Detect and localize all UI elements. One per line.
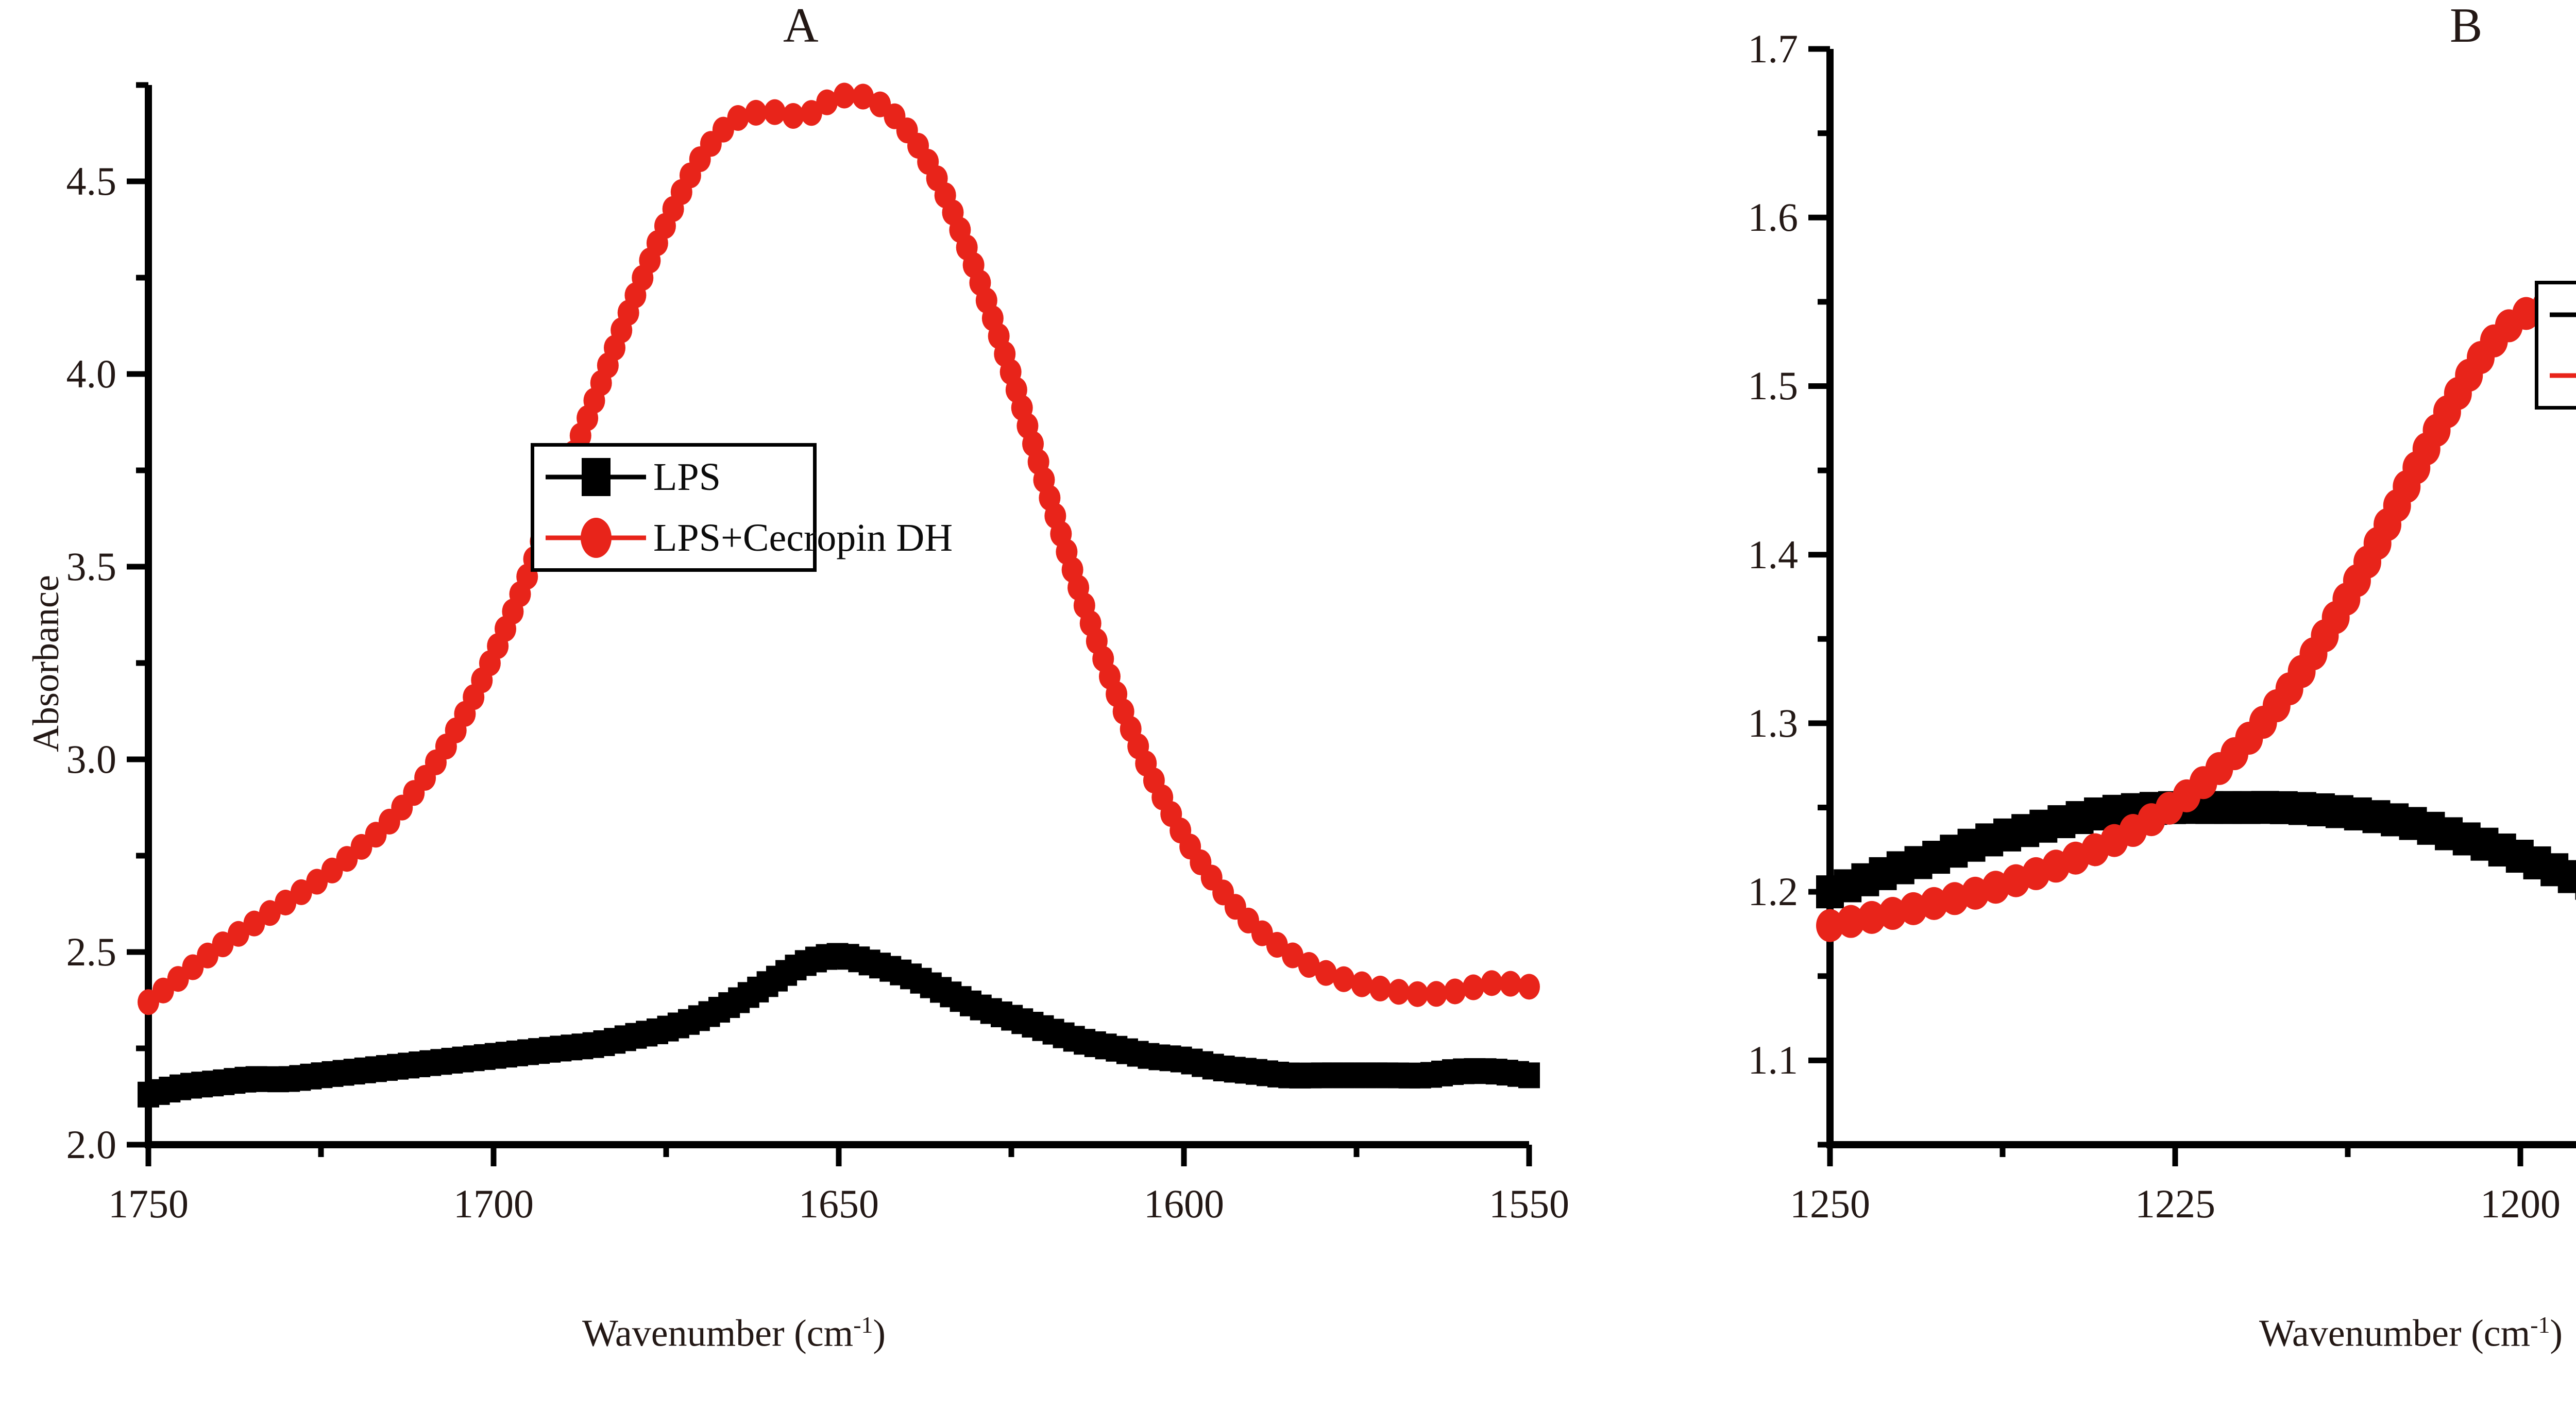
x-tick-label: 1550	[1489, 1181, 1569, 1226]
panel-a-plot	[127, 82, 1540, 1166]
x-axis-title-main: Wavenumber (cm	[582, 1312, 854, 1355]
x-tick-label: 1600	[1144, 1181, 1224, 1226]
x-axis-title-superscript: -1	[2530, 1312, 2550, 1338]
y-tick-label: 1.1	[1748, 1038, 1799, 1083]
y-tick-label: 4.0	[66, 351, 117, 396]
y-tick-label: 4.5	[66, 159, 117, 203]
panel-a-x-axis-title: Wavenumber (cm-1)	[582, 1311, 886, 1356]
panel-b-legend: LPS LPS+Cecropin DH	[2535, 281, 2576, 410]
panel-a-legend: LPS LPS+Cecropin DH	[531, 443, 953, 572]
y-tick-label: 1.6	[1748, 195, 1799, 240]
x-tick-label: 1700	[453, 1181, 534, 1226]
y-tick-label: 3.0	[66, 737, 117, 782]
x-axis-title-tail: )	[873, 1312, 886, 1355]
legend-item-lps-cecropin-dh[interactable]: LPS+Cecropin DH	[2538, 345, 2576, 406]
panel-a-y-axis-title: Absorbance	[25, 575, 66, 752]
legend-label-lps-cecropin-dh: LPS+Cecropin DH	[653, 516, 953, 559]
x-tick-label: 1650	[799, 1181, 879, 1226]
legend-label-lps: LPS	[653, 455, 721, 499]
y-tick-label: 2.0	[66, 1122, 117, 1167]
x-tick-label: 1225	[2135, 1181, 2215, 1226]
y-tick-label: 1.5	[1748, 363, 1799, 409]
x-tick-label: 1750	[108, 1181, 189, 1226]
y-tick-label: 1.4	[1748, 532, 1799, 577]
panel-a: A Absorbance Wavenumber (cm-1) LPS LPS+C…	[25, 0, 1569, 1356]
legend-item-lps[interactable]: LPS	[2538, 284, 2576, 345]
x-axis-title-tail: )	[2550, 1312, 2563, 1355]
panel-b-x-axis-title: Wavenumber (cm-1)	[2259, 1311, 2563, 1356]
y-tick-label: 1.2	[1748, 869, 1799, 914]
x-tick-label: 1200	[2480, 1181, 2561, 1226]
y-tick-label: 1.7	[1748, 26, 1799, 71]
x-axis-title-superscript: -1	[853, 1312, 873, 1338]
y-tick-label: 1.3	[1748, 700, 1799, 745]
y-tick-label: 2.5	[66, 929, 117, 974]
x-tick-label: 1250	[1790, 1181, 1870, 1226]
legend-item-lps-cecropin-dh[interactable]: LPS+Cecropin DH	[534, 507, 953, 568]
y-tick-label: 3.5	[66, 544, 117, 589]
panel-b-plot	[1808, 46, 2576, 1166]
x-axis-title-main: Wavenumber (cm	[2259, 1312, 2531, 1355]
panel-a-letter: A	[783, 0, 819, 53]
panel-b-letter: B	[2450, 0, 2483, 53]
legend-item-lps[interactable]: LPS	[534, 447, 813, 507]
panel-b: B Wavenumber (cm-1) LPS LPS+Cecropin DH …	[1700, 0, 2576, 1427]
